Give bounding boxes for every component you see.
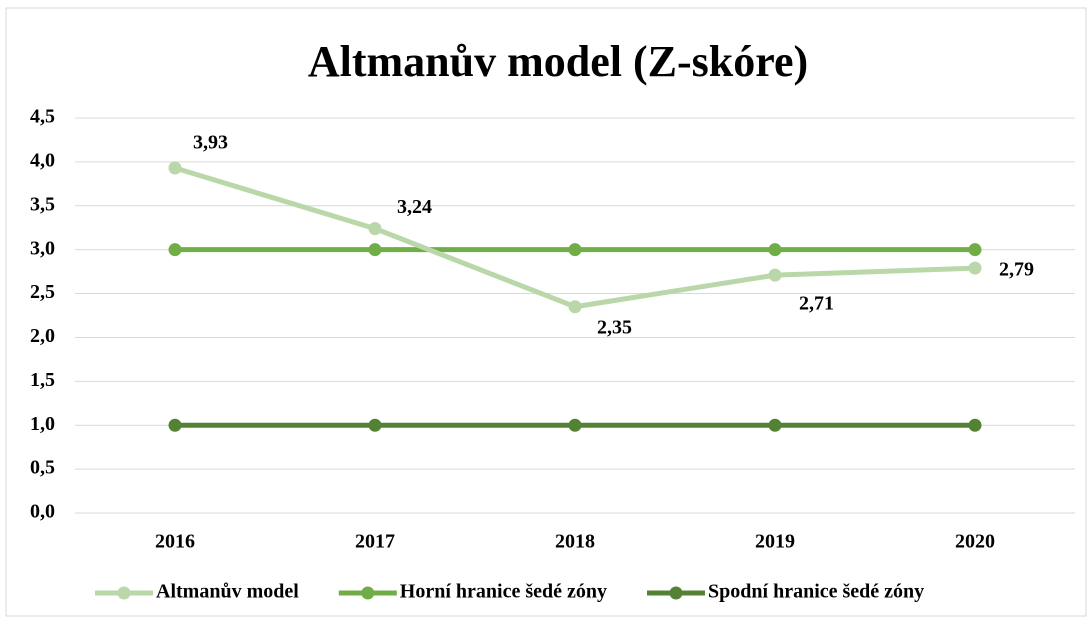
x-tick-label: 2020 xyxy=(955,531,995,553)
point xyxy=(568,243,582,257)
legend-marker xyxy=(117,586,131,600)
chart-title: Altmanův model (Z-skóre) xyxy=(308,37,808,86)
point xyxy=(768,418,782,432)
legend-label: Spodní hranice šedé zóny xyxy=(708,581,924,603)
point xyxy=(168,243,182,257)
data-label: 2,71 xyxy=(799,293,834,315)
legend-label: Altmanův model xyxy=(156,581,299,603)
point xyxy=(568,300,582,314)
data-label: 2,35 xyxy=(597,316,632,338)
point xyxy=(168,161,182,175)
x-tick-label: 2017 xyxy=(355,531,395,553)
point xyxy=(768,243,782,257)
y-tick-label: 2,5 xyxy=(30,281,55,303)
y-tick-label: 4,0 xyxy=(30,149,55,171)
y-tick-label: 0,5 xyxy=(30,457,55,479)
legend-marker xyxy=(669,586,683,600)
point xyxy=(168,418,182,432)
chart-border xyxy=(5,7,1087,617)
point xyxy=(368,222,382,236)
point xyxy=(568,418,582,432)
point xyxy=(368,418,382,432)
y-tick-label: 3,5 xyxy=(30,193,55,215)
data-label: 2,79 xyxy=(999,259,1034,281)
data-label: 3,24 xyxy=(397,196,432,218)
y-tick-label: 1,0 xyxy=(30,413,55,435)
y-tick-label: 2,0 xyxy=(30,325,55,347)
y-tick-label: 3,0 xyxy=(30,237,55,259)
point xyxy=(968,418,982,432)
y-tick-label: 1,5 xyxy=(30,369,55,391)
y-tick-label: 0,0 xyxy=(30,501,55,523)
point xyxy=(368,243,382,257)
point xyxy=(768,268,782,282)
x-tick-label: 2018 xyxy=(555,531,595,553)
x-tick-label: 2016 xyxy=(155,531,195,553)
x-tick-label: 2019 xyxy=(755,531,795,553)
legend-marker xyxy=(361,586,375,600)
point xyxy=(968,261,982,275)
legend-label: Horní hranice šedé zóny xyxy=(400,581,607,603)
y-tick-label: 4,5 xyxy=(30,106,55,128)
data-label: 3,93 xyxy=(193,132,228,154)
point xyxy=(968,243,982,257)
